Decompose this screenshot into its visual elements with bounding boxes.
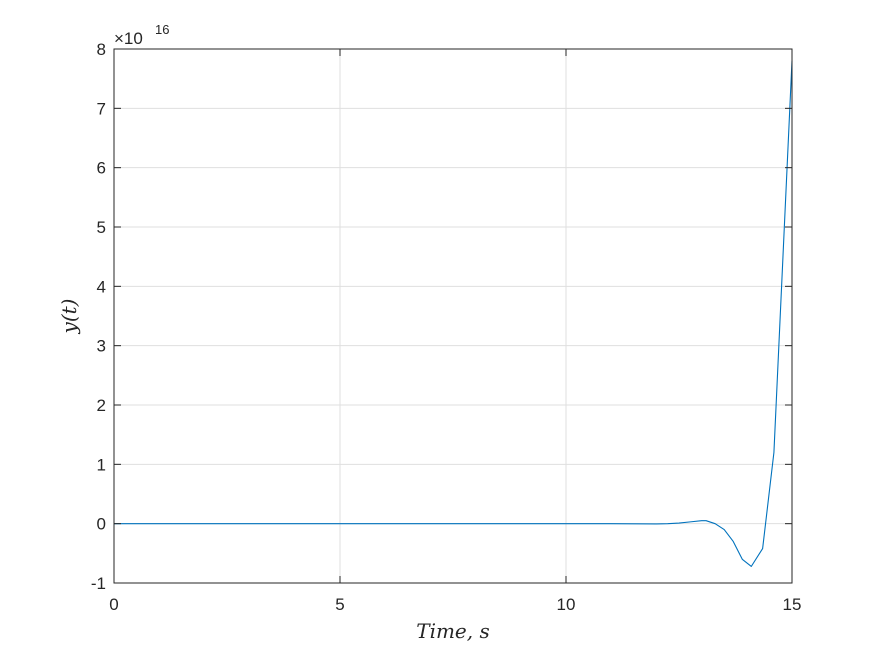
y-exponent-prefix: ×10 bbox=[114, 29, 143, 48]
y-tick-label: 5 bbox=[97, 218, 106, 237]
ticks bbox=[113, 48, 793, 584]
x-tick-label: 15 bbox=[783, 595, 802, 614]
series-layer bbox=[114, 60, 793, 567]
x-tick-label: 5 bbox=[335, 595, 344, 614]
x-tick-label: 0 bbox=[109, 595, 118, 614]
x-tick-label: 10 bbox=[557, 595, 576, 614]
y-tick-label: 4 bbox=[97, 277, 106, 296]
y-tick-label: 8 bbox=[97, 40, 106, 59]
y-tick-label: 2 bbox=[97, 396, 106, 415]
y-tick-label: 0 bbox=[97, 515, 106, 534]
y-tick-label: 1 bbox=[97, 455, 106, 474]
plot-area bbox=[114, 49, 792, 583]
y-tick-label: 7 bbox=[97, 99, 106, 118]
x-axis-label: Time, s bbox=[416, 619, 490, 643]
axes-box bbox=[113, 48, 793, 584]
series-line bbox=[114, 60, 793, 567]
y-tick-label: 3 bbox=[97, 337, 106, 356]
y-tick-label: -1 bbox=[91, 574, 106, 593]
y-tick-label: 6 bbox=[97, 159, 106, 178]
y-exponent-power: 16 bbox=[155, 22, 169, 37]
y-axis-label: y(t) bbox=[57, 299, 81, 335]
